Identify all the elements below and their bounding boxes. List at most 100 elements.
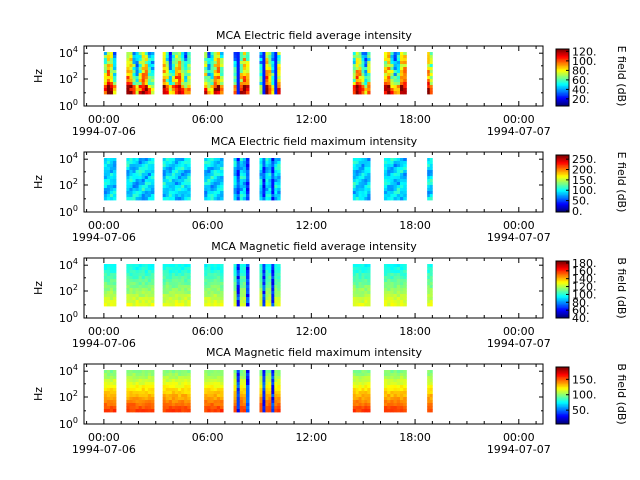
spectrogram-block <box>103 158 117 201</box>
spectrogram-block <box>427 370 433 413</box>
colorbar-tick-label: 40. <box>572 312 590 325</box>
colorbar-tick-label: 140. <box>572 273 597 286</box>
x-tick-label: 00:00 <box>503 219 535 232</box>
y-axis-label: Hz <box>32 387 45 401</box>
panel-4: MCA Magnetic field maximum intensity Hz 10… <box>32 346 628 456</box>
x-tick-label: 00:00 <box>88 219 120 232</box>
colorbar-tick-label: 250. <box>572 153 597 166</box>
x-tick-label: 18:00 <box>399 219 431 232</box>
x-tick-label: 12:00 <box>295 113 327 126</box>
y-tick-label: 104 <box>59 151 78 166</box>
x-tick-date: 1994-07-07 <box>487 443 551 456</box>
spectrogram-block <box>427 264 433 307</box>
colorbar-label: B field (dB) <box>615 257 628 318</box>
panel-title: MCA Electric field maximum intensity <box>211 135 418 148</box>
spectrogram-block <box>162 264 191 307</box>
panel-title: MCA Magnetic field maximum intensity <box>206 346 422 359</box>
colorbar-label: E field (dB) <box>615 46 628 107</box>
x-tick-label: 06:00 <box>192 219 224 232</box>
colorbar-tick-label: 150. <box>572 174 597 187</box>
x-tick-label: 12:00 <box>295 431 327 444</box>
colorbar-tick-label: 100. <box>572 389 597 402</box>
spectrogram-block <box>352 158 371 201</box>
y-tick-label: 102 <box>59 177 78 192</box>
colorbar-tick-label: 200. <box>572 164 597 177</box>
colorbar-tick-label: 50. <box>572 404 590 417</box>
spectrogram-block <box>204 264 224 307</box>
spectrogram-block <box>259 370 281 413</box>
y-tick-label: 104 <box>59 257 78 272</box>
colorbar: 40.60.80.100.120.140.160.180. B field (dB… <box>555 257 628 325</box>
plot-frame <box>83 45 544 107</box>
x-tick-label: 00:00 <box>88 113 120 126</box>
spectrogram-block <box>126 52 155 95</box>
spectrogram-block <box>352 52 371 95</box>
colorbar-tick-label: 150. <box>572 373 597 386</box>
spectrogram-block <box>126 370 155 413</box>
colorbar-tick-label: 40. <box>572 83 590 96</box>
y-tick-label: 102 <box>59 71 78 86</box>
x-tick-date: 1994-07-06 <box>72 231 136 244</box>
panel-title: MCA Magnetic field average intensity <box>211 240 417 253</box>
plot-frame <box>83 151 544 213</box>
colorbar-tick-label: 160. <box>572 265 597 278</box>
colorbar-tick-label: 180. <box>572 257 597 270</box>
x-tick-label: 00:00 <box>503 325 535 338</box>
spectrogram-block <box>204 370 224 413</box>
y-axis-label: Hz <box>32 69 45 83</box>
plot-frame <box>83 363 544 425</box>
y-tick-label: 104 <box>59 363 78 378</box>
x-tick-label: 18:00 <box>399 325 431 338</box>
spectrogram-block <box>427 158 433 201</box>
panel-2: MCA Electric field maximum intensity Hz 10… <box>32 135 628 244</box>
colorbar: 0.50.100.150.200.250. E field (dB) <box>555 152 628 218</box>
x-tick-label: 00:00 <box>503 113 535 126</box>
x-tick-date: 1994-07-07 <box>487 231 551 244</box>
spectrogram-block <box>162 52 191 95</box>
spectrogram-block <box>162 370 191 413</box>
colorbar-tick-label: 120. <box>572 281 597 294</box>
spectrogram-block <box>233 158 250 201</box>
spectrogram-block <box>383 158 407 201</box>
spectrogram-block <box>126 158 155 201</box>
x-tick-label: 12:00 <box>295 325 327 338</box>
spectrogram-block <box>103 52 117 95</box>
colorbar-tick-label: 100. <box>572 288 597 301</box>
colorbar-tick-label: 50. <box>572 195 590 208</box>
x-tick-label: 00:00 <box>88 431 120 444</box>
spectrogram-block <box>383 370 407 413</box>
y-axis-label: Hz <box>32 281 45 295</box>
spectrogram-block <box>233 370 250 413</box>
panel-title: MCA Electric field average intensity <box>216 29 412 42</box>
colorbar-tick-label: 100. <box>572 184 597 197</box>
y-tick-label: 102 <box>59 283 78 298</box>
spectrogram-block <box>103 370 117 413</box>
y-axis-label: Hz <box>32 175 45 189</box>
spectrogram-block <box>204 158 224 201</box>
spectrogram-block <box>233 264 250 307</box>
colorbar-tick-label: 80. <box>572 296 590 309</box>
colorbar-label: B field (dB) <box>615 363 628 424</box>
spectrogram-block <box>233 52 250 95</box>
x-tick-label: 06:00 <box>192 113 224 126</box>
spectrogram-block <box>162 158 191 201</box>
colorbar-tick-label: 80. <box>572 64 590 77</box>
panel-3: MCA Magnetic field average intensity Hz 10… <box>32 240 628 350</box>
y-tick-label: 102 <box>59 389 78 404</box>
x-tick-label: 00:00 <box>88 325 120 338</box>
spectrogram-block <box>383 264 407 307</box>
y-tick-label: 104 <box>59 45 78 60</box>
spectrogram-block <box>427 52 433 95</box>
colorbar-tick-label: 100. <box>572 55 597 68</box>
spectrogram-block <box>126 264 155 307</box>
panel-1: MCA Electric field average intensity Hz 10… <box>32 29 628 138</box>
x-tick-date: 1994-07-06 <box>72 125 136 138</box>
plot-frame <box>83 257 544 319</box>
y-tick-label: 100 <box>59 204 78 219</box>
x-tick-date: 1994-07-07 <box>487 125 551 138</box>
x-tick-label: 06:00 <box>192 325 224 338</box>
x-tick-label: 18:00 <box>399 113 431 126</box>
x-tick-label: 00:00 <box>503 431 535 444</box>
y-tick-label: 100 <box>59 310 78 325</box>
